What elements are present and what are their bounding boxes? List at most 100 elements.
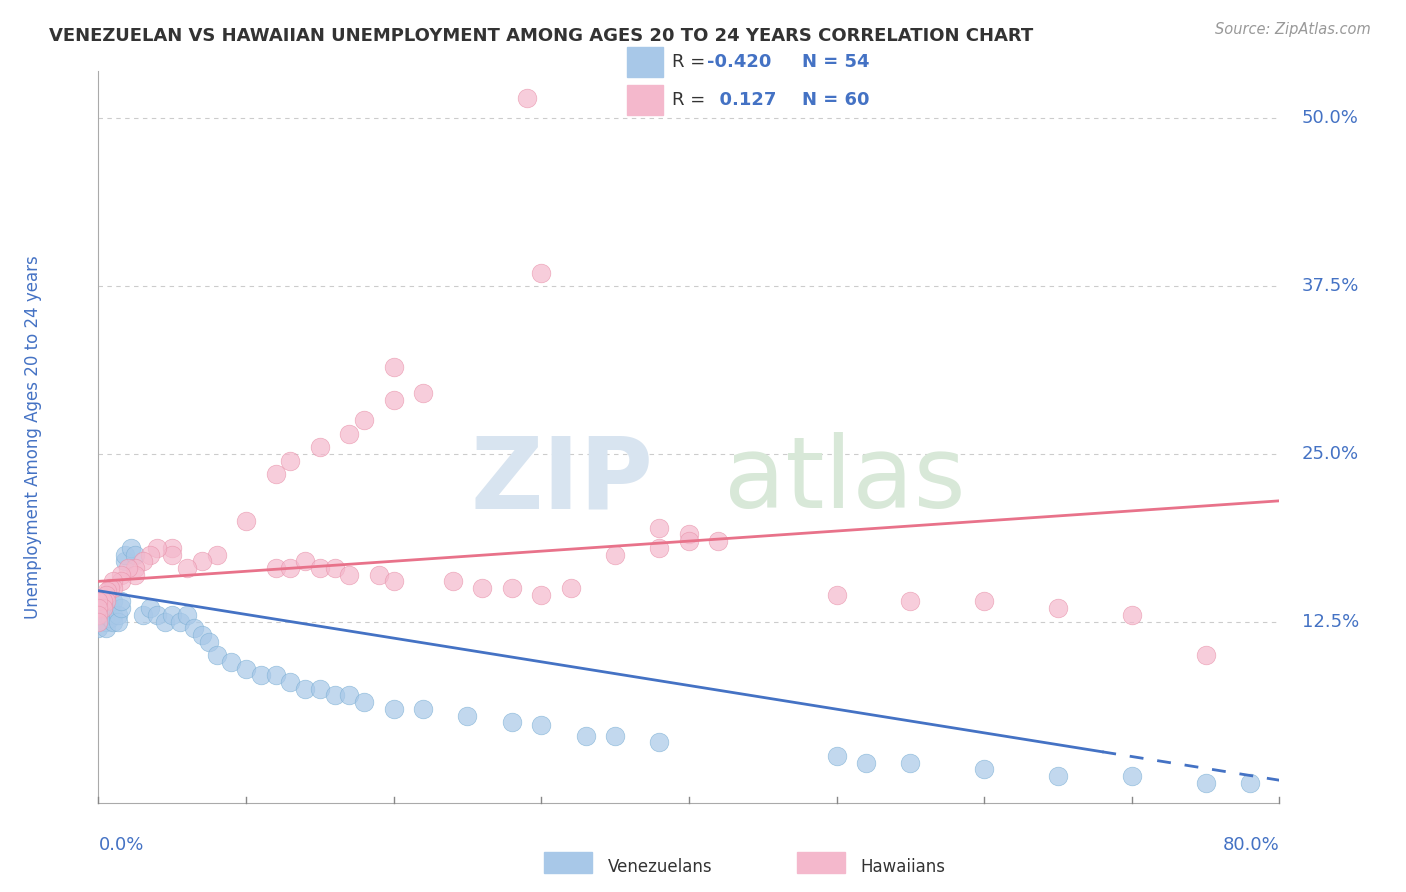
Point xyxy=(278,675,302,690)
Point xyxy=(353,695,375,709)
Point xyxy=(900,756,922,770)
Point xyxy=(87,607,110,622)
Point xyxy=(973,594,995,608)
Point xyxy=(114,554,136,568)
Point xyxy=(250,668,273,682)
Point xyxy=(191,628,214,642)
Text: R =: R = xyxy=(672,91,711,109)
Text: Source: ZipAtlas.com: Source: ZipAtlas.com xyxy=(1215,22,1371,37)
Text: R =: R = xyxy=(672,54,711,71)
Text: 37.5%: 37.5% xyxy=(1302,277,1360,295)
Point xyxy=(456,708,478,723)
Point xyxy=(1046,601,1069,615)
Point xyxy=(87,601,110,615)
FancyBboxPatch shape xyxy=(627,47,664,78)
Point xyxy=(198,634,221,648)
Point xyxy=(235,662,257,676)
FancyBboxPatch shape xyxy=(544,852,592,873)
Point xyxy=(103,615,125,629)
Point xyxy=(98,610,121,624)
Point xyxy=(382,393,405,408)
Point xyxy=(153,615,176,629)
Point xyxy=(87,594,110,608)
Point xyxy=(87,607,110,622)
Point xyxy=(110,574,132,589)
Text: 0.0%: 0.0% xyxy=(98,837,143,855)
Point xyxy=(139,548,162,562)
Point xyxy=(382,359,405,374)
Point xyxy=(501,581,523,595)
Point xyxy=(530,266,553,280)
Point xyxy=(94,601,117,615)
FancyBboxPatch shape xyxy=(797,852,845,873)
Text: 12.5%: 12.5% xyxy=(1302,613,1358,631)
Point xyxy=(707,534,730,549)
Point xyxy=(855,756,877,770)
Point xyxy=(87,601,110,615)
Point xyxy=(87,615,110,629)
Point xyxy=(574,729,596,743)
Text: 50.0%: 50.0% xyxy=(1302,110,1358,128)
Point xyxy=(605,729,627,743)
Point xyxy=(501,715,523,730)
Point xyxy=(264,467,287,481)
Point xyxy=(94,588,117,602)
Point xyxy=(87,615,110,629)
Text: N = 54: N = 54 xyxy=(801,54,869,71)
Point xyxy=(1195,775,1218,789)
Point xyxy=(91,601,114,615)
Point xyxy=(337,689,360,703)
Point xyxy=(900,594,922,608)
Point xyxy=(337,426,360,441)
Point xyxy=(169,615,191,629)
Text: 25.0%: 25.0% xyxy=(1302,445,1358,463)
Point xyxy=(294,681,316,696)
Point xyxy=(94,607,117,622)
Point xyxy=(87,621,110,635)
Point xyxy=(103,581,125,595)
Point xyxy=(323,689,346,703)
Point xyxy=(87,594,110,608)
Point xyxy=(124,567,146,582)
Point xyxy=(91,594,114,608)
Point xyxy=(278,453,302,467)
Point xyxy=(103,574,125,589)
Text: 0.127: 0.127 xyxy=(707,91,776,109)
Point xyxy=(110,601,132,615)
Point xyxy=(205,548,228,562)
Point xyxy=(132,607,155,622)
Point xyxy=(94,621,117,635)
Point xyxy=(98,581,121,595)
Point xyxy=(162,541,183,555)
Text: Venezuelans: Venezuelans xyxy=(607,858,711,876)
Point xyxy=(412,702,434,716)
Point xyxy=(648,541,671,555)
Point xyxy=(117,561,139,575)
Point xyxy=(825,748,848,763)
Point xyxy=(1239,775,1261,789)
Point xyxy=(530,718,553,732)
Point xyxy=(973,762,995,776)
Text: Unemployment Among Ages 20 to 24 years: Unemployment Among Ages 20 to 24 years xyxy=(24,255,42,619)
Point xyxy=(825,588,848,602)
Point xyxy=(96,583,118,598)
Point xyxy=(441,574,464,589)
Point xyxy=(191,554,214,568)
Point xyxy=(146,541,169,555)
Point xyxy=(323,561,346,575)
Point xyxy=(337,567,360,582)
Point xyxy=(605,548,627,562)
Point xyxy=(124,561,146,575)
Point xyxy=(94,615,117,629)
Point xyxy=(678,527,700,541)
Point xyxy=(176,561,198,575)
Point xyxy=(1046,769,1069,783)
Point xyxy=(183,621,205,635)
Point xyxy=(471,581,494,595)
Point xyxy=(353,413,375,427)
Point xyxy=(162,548,183,562)
Point xyxy=(110,594,132,608)
Point xyxy=(648,521,671,535)
Point xyxy=(120,541,142,555)
Point xyxy=(146,607,169,622)
